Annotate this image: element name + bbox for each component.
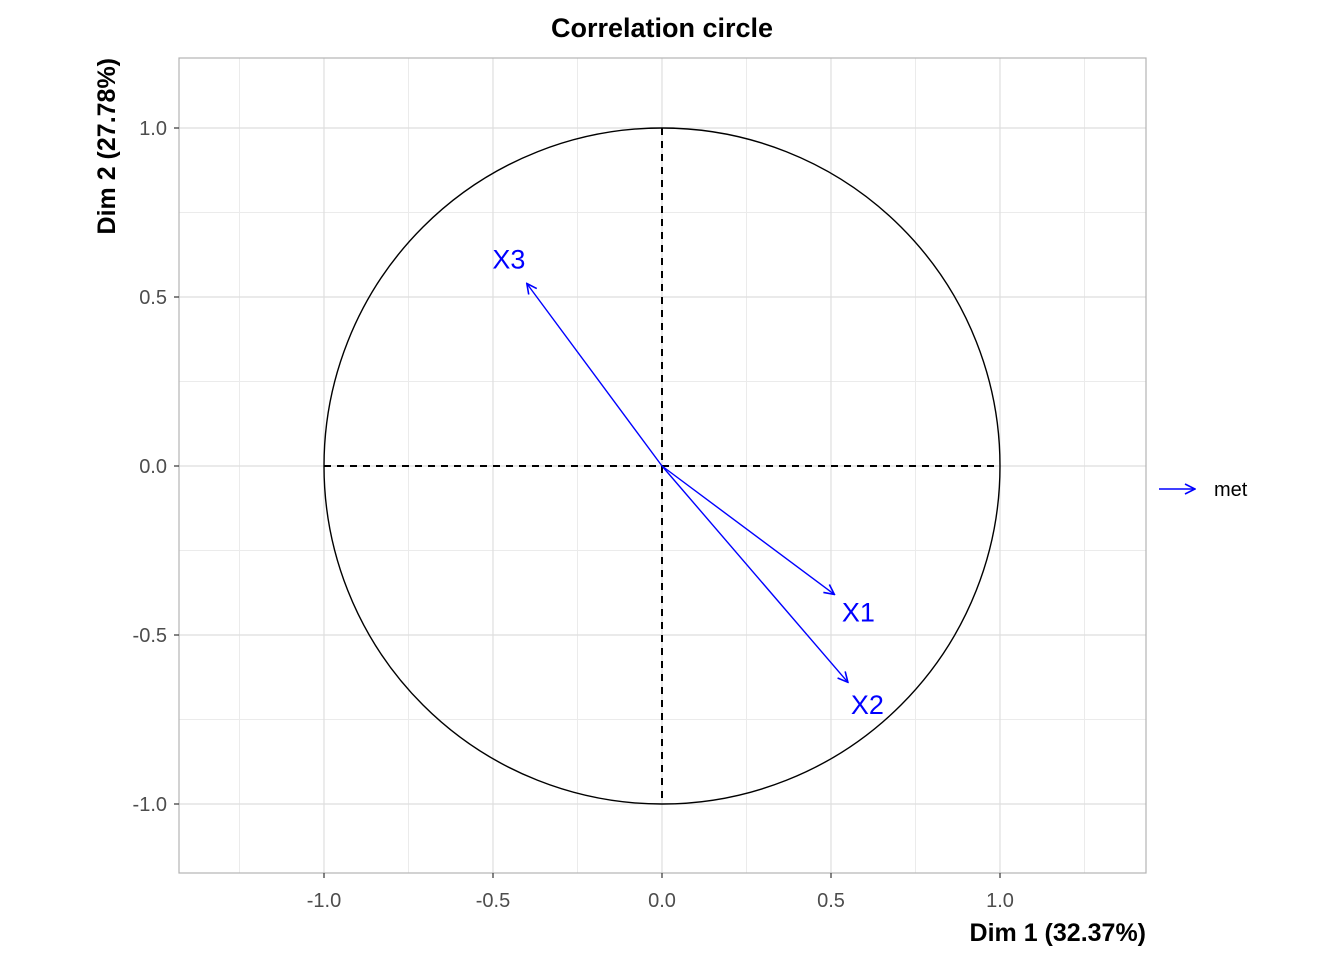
y-axis-ticks: -1.0 -0.5 0.0 0.5 1.0 [133, 118, 179, 816]
y-tick-label: 0.5 [139, 287, 167, 309]
vector-arrow-x3 [527, 283, 663, 467]
chart-title: Correlation circle [551, 13, 773, 43]
vector-label-x1: X1 [842, 597, 875, 627]
vector-label-x2: X2 [851, 690, 884, 720]
legend-label: met [1214, 479, 1248, 501]
vector-arrow-x1 [661, 465, 834, 594]
x-axis-ticks: -1.0 -0.5 0.0 0.5 1.0 [307, 873, 1014, 912]
plot-marks: X1 X2 X3 [323, 127, 1001, 805]
y-tick-label: -1.0 [133, 794, 167, 816]
x-tick-label: 1.0 [986, 890, 1014, 912]
x-axis-title: Dim 1 (32.37%) [970, 919, 1146, 947]
y-tick-label: -0.5 [133, 625, 167, 647]
legend: met [1159, 479, 1248, 501]
y-tick-label: 0.0 [139, 456, 167, 478]
x-tick-label: -1.0 [307, 890, 341, 912]
y-tick-label: 1.0 [139, 118, 167, 140]
y-axis-title: Dim 2 (27.78%) [93, 58, 121, 234]
vector-label-x3: X3 [492, 244, 525, 274]
x-tick-label: 0.0 [648, 890, 676, 912]
x-tick-label: 0.5 [817, 890, 845, 912]
vector-arrow-x2 [661, 465, 848, 682]
x-tick-label: -0.5 [476, 890, 510, 912]
